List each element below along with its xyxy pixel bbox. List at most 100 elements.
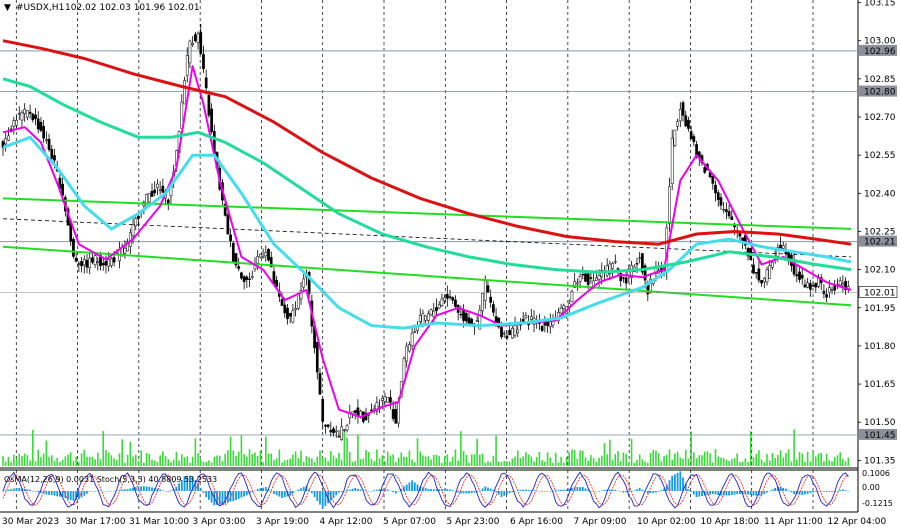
candle-body — [307, 272, 311, 294]
level-price-label: 101.45 — [864, 431, 896, 441]
osma-bar — [839, 490, 842, 491]
candle-body — [624, 277, 628, 284]
volume-bar — [690, 431, 692, 466]
osma-bar — [487, 487, 489, 491]
ma-fast-line — [2, 65, 852, 419]
volume-bar — [592, 458, 595, 466]
volume-bar — [796, 459, 798, 466]
osma-bar — [766, 491, 768, 493]
candle-body — [275, 279, 278, 287]
x-tick-label: 5 Apr 23:00 — [447, 517, 500, 527]
osma-bar — [568, 488, 571, 491]
volume-bar — [227, 450, 229, 466]
volume-bar — [481, 453, 484, 466]
volume-bar — [237, 451, 240, 466]
volume-bar — [454, 449, 457, 466]
candle-body — [608, 263, 612, 274]
candle-body — [432, 310, 436, 318]
osma-bar — [606, 489, 609, 491]
candle-body — [31, 113, 35, 121]
candle-body — [210, 108, 213, 133]
volume-bar — [763, 462, 766, 466]
volume-bar — [34, 461, 37, 466]
volume-bar — [755, 454, 757, 466]
osma-bar — [140, 486, 143, 491]
candle-body — [302, 278, 306, 288]
y-tick-label: 101.65 — [864, 380, 896, 390]
osma-bar — [562, 489, 565, 491]
osma-bar — [294, 491, 297, 492]
candle-body — [716, 192, 720, 200]
volume-bar — [15, 459, 18, 466]
osma-bar — [224, 491, 227, 504]
osma-bar — [546, 491, 549, 492]
candle-body — [757, 268, 761, 281]
volume-bar — [657, 453, 660, 466]
osma-bar — [300, 488, 302, 491]
volume-bar — [600, 455, 603, 466]
chart-menu-arrow-icon[interactable]: ▼ — [4, 3, 11, 13]
candle-body — [806, 282, 810, 288]
candle-body — [584, 273, 587, 282]
osma-bar — [50, 491, 53, 496]
volume-bar — [311, 458, 313, 466]
osma-bar — [7, 489, 10, 491]
osma-bar — [535, 490, 538, 492]
osma-bar — [701, 491, 703, 497]
osma-bar — [530, 490, 533, 491]
candle-body — [264, 252, 268, 257]
osma-bar — [424, 488, 427, 491]
volume-bar — [487, 461, 489, 466]
candle-body — [746, 248, 750, 257]
candle-body — [269, 257, 273, 268]
osma-bar — [156, 488, 159, 491]
osma-bar — [273, 491, 275, 495]
volume-bar — [208, 460, 210, 466]
candle-body — [294, 308, 297, 311]
volume-bar — [32, 429, 34, 466]
osma-bar — [29, 489, 31, 491]
volume-bar — [199, 459, 202, 466]
chart-ohlc: 102.02 102.03 101.96 102.01 — [65, 3, 200, 13]
osma-bar — [194, 480, 197, 491]
osma-bar — [115, 490, 118, 492]
osma-bar — [741, 491, 744, 495]
osma-bar — [411, 480, 413, 491]
volume-bar — [468, 462, 470, 466]
osma-bar — [346, 490, 348, 491]
osma-bar — [511, 491, 514, 493]
osma-bar — [825, 491, 828, 492]
volume-bar — [302, 461, 305, 466]
osma-bar — [828, 491, 831, 492]
osma-bar — [641, 489, 644, 491]
volume-bar — [744, 458, 747, 466]
candle-body — [126, 241, 129, 252]
volume-bar — [97, 452, 99, 466]
candle-body — [85, 260, 89, 268]
candle-body — [500, 327, 503, 338]
volume-bar — [21, 456, 23, 466]
osma-bar — [814, 491, 817, 492]
volume-bar — [143, 462, 145, 466]
candle-body — [226, 214, 230, 235]
osma-bar — [584, 488, 587, 491]
osma-bar — [622, 491, 625, 493]
candle-body — [96, 261, 100, 263]
volume-bar — [544, 461, 546, 466]
volume-bar — [148, 453, 151, 466]
osma-bar — [711, 491, 714, 495]
osma-bar — [663, 488, 665, 491]
volume-bar — [633, 462, 636, 466]
osma-bar — [254, 490, 256, 492]
candle-body — [725, 209, 728, 213]
current-price-tag — [858, 286, 898, 298]
volume-bar — [205, 461, 207, 466]
volume-bar — [281, 462, 283, 466]
candle-body — [670, 137, 674, 184]
osma-bar — [283, 491, 286, 498]
osma-bar — [338, 491, 340, 493]
volume-bar — [820, 452, 822, 466]
osma-bar — [714, 491, 717, 495]
osma-bar — [107, 491, 110, 492]
candle-body — [380, 398, 384, 401]
